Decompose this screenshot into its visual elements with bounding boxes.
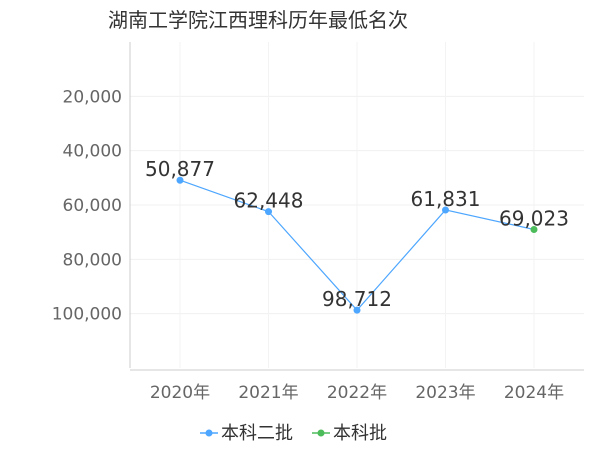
data-point[interactable] bbox=[442, 206, 449, 214]
x-tick-label: 2024年 bbox=[504, 383, 564, 403]
legend-item-label[interactable]: 本科二批 bbox=[221, 423, 293, 444]
axes bbox=[129, 42, 584, 371]
data-label: 50,877 bbox=[145, 157, 215, 181]
legend-item-label[interactable]: 本科批 bbox=[333, 423, 387, 444]
x-tick-label: 2022年 bbox=[327, 383, 387, 403]
data-point[interactable] bbox=[353, 306, 361, 314]
x-tick-label: 2023年 bbox=[415, 383, 475, 403]
y-tick-label: 80,000 bbox=[63, 250, 122, 270]
legend-marker bbox=[317, 429, 325, 437]
data-point[interactable] bbox=[176, 176, 184, 184]
legend-marker bbox=[205, 429, 213, 437]
data-labels: 50,877 62,448 98,712 61,831 69,023 bbox=[145, 157, 569, 311]
grid bbox=[130, 42, 584, 368]
data-point[interactable] bbox=[265, 208, 272, 216]
y-tick-label: 60,000 bbox=[63, 196, 122, 216]
x-axis-ticks: 2020年 2021年 2022年 2023年 2024年 bbox=[150, 383, 564, 403]
y-tick-label: 20,000 bbox=[63, 87, 122, 107]
data-label: 98,712 bbox=[322, 287, 392, 311]
y-tick-label: 40,000 bbox=[63, 142, 122, 162]
data-label: 61,831 bbox=[411, 187, 481, 211]
series-points bbox=[176, 176, 538, 314]
y-axis-ticks: 20,000 40,000 60,000 80,000 100,000 bbox=[52, 87, 122, 324]
y-tick-label: 100,000 bbox=[52, 305, 122, 325]
data-label: 69,023 bbox=[499, 207, 569, 231]
x-tick-label: 2021年 bbox=[238, 383, 298, 403]
data-point[interactable] bbox=[530, 226, 538, 234]
chart-title: 湖南工学院江西理科历年最低名次 bbox=[108, 8, 408, 32]
data-label: 62,448 bbox=[234, 189, 304, 213]
x-tick-label: 2020年 bbox=[150, 383, 210, 403]
legend[interactable]: 本科二批 本科批 bbox=[200, 423, 387, 444]
